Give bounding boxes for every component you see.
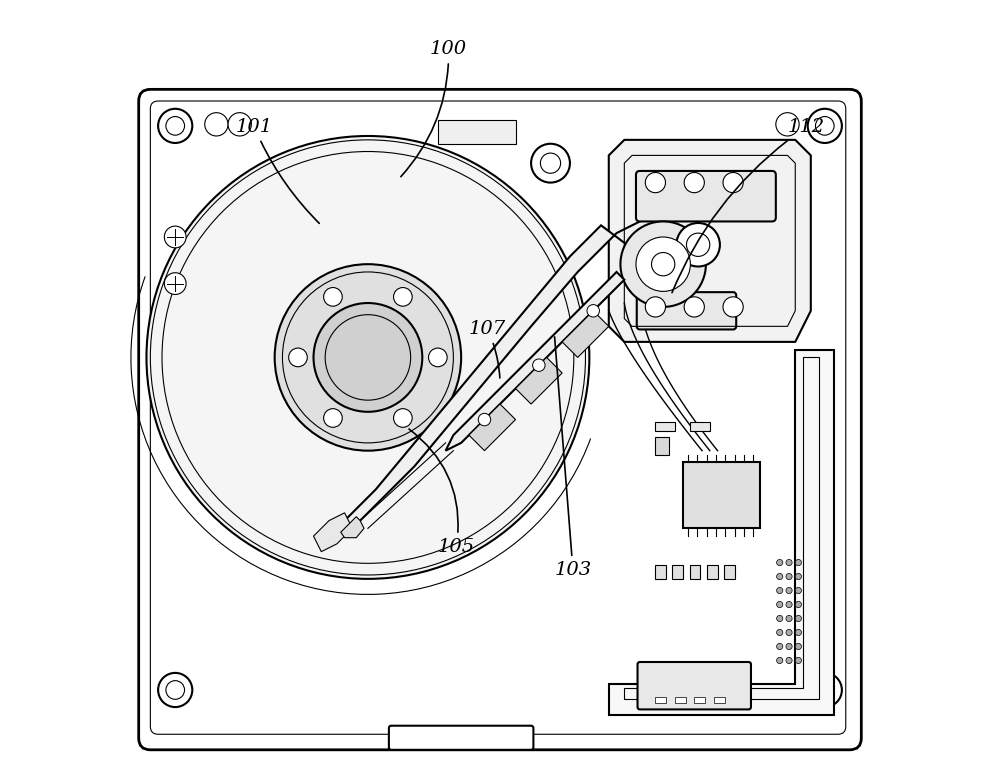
Text: 103: 103 — [554, 337, 592, 579]
Circle shape — [228, 113, 251, 136]
Circle shape — [478, 413, 491, 426]
Circle shape — [777, 559, 783, 566]
FancyBboxPatch shape — [638, 662, 751, 709]
Circle shape — [645, 297, 666, 317]
Circle shape — [324, 287, 342, 306]
Circle shape — [777, 573, 783, 580]
Bar — [655, 422, 675, 431]
Circle shape — [795, 629, 801, 636]
Circle shape — [645, 172, 666, 193]
Bar — [714, 697, 725, 703]
Polygon shape — [609, 140, 811, 342]
Circle shape — [289, 348, 307, 367]
Polygon shape — [314, 513, 352, 552]
Circle shape — [394, 287, 412, 306]
Polygon shape — [345, 218, 679, 528]
Bar — [690, 422, 710, 431]
Bar — [707, 565, 718, 579]
Circle shape — [777, 629, 783, 636]
Circle shape — [777, 601, 783, 608]
Circle shape — [795, 643, 801, 650]
Circle shape — [620, 221, 706, 307]
Circle shape — [777, 643, 783, 650]
Circle shape — [808, 673, 842, 707]
Polygon shape — [562, 311, 609, 357]
FancyBboxPatch shape — [637, 292, 736, 329]
Circle shape — [776, 113, 799, 136]
Polygon shape — [341, 517, 364, 538]
Circle shape — [533, 359, 545, 371]
Circle shape — [158, 673, 192, 707]
Circle shape — [777, 587, 783, 594]
Circle shape — [786, 643, 792, 650]
Circle shape — [587, 305, 599, 317]
Circle shape — [636, 237, 690, 291]
Bar — [655, 565, 666, 579]
Circle shape — [795, 657, 801, 664]
Text: 100: 100 — [401, 40, 467, 176]
Circle shape — [146, 136, 589, 579]
Circle shape — [158, 109, 192, 143]
Circle shape — [795, 615, 801, 622]
Circle shape — [786, 601, 792, 608]
Circle shape — [777, 615, 783, 622]
Circle shape — [684, 297, 704, 317]
Circle shape — [786, 657, 792, 664]
Circle shape — [275, 264, 461, 451]
Text: 107: 107 — [469, 320, 506, 378]
Circle shape — [205, 113, 228, 136]
FancyBboxPatch shape — [139, 89, 861, 750]
Circle shape — [786, 587, 792, 594]
Bar — [655, 437, 669, 455]
Circle shape — [795, 601, 801, 608]
Bar — [672, 565, 683, 579]
Circle shape — [723, 297, 743, 317]
Circle shape — [786, 629, 792, 636]
Bar — [724, 565, 735, 579]
Polygon shape — [469, 404, 516, 451]
Bar — [694, 697, 705, 703]
Bar — [655, 697, 666, 703]
Polygon shape — [516, 357, 562, 404]
FancyBboxPatch shape — [636, 171, 776, 221]
Circle shape — [777, 657, 783, 664]
Circle shape — [786, 559, 792, 566]
Text: 105: 105 — [409, 429, 475, 556]
Circle shape — [394, 409, 412, 427]
Polygon shape — [609, 350, 834, 715]
Text: 112: 112 — [672, 118, 825, 293]
Circle shape — [795, 587, 801, 594]
Circle shape — [324, 409, 342, 427]
FancyBboxPatch shape — [389, 726, 533, 750]
Bar — [690, 565, 700, 579]
Circle shape — [531, 144, 570, 183]
Circle shape — [676, 223, 720, 267]
Circle shape — [786, 615, 792, 622]
Text: 101: 101 — [236, 118, 319, 223]
Circle shape — [684, 172, 704, 193]
Bar — [683, 462, 760, 528]
Circle shape — [808, 109, 842, 143]
Bar — [438, 120, 516, 144]
Circle shape — [164, 226, 186, 248]
Circle shape — [429, 348, 447, 367]
Circle shape — [795, 573, 801, 580]
Circle shape — [786, 573, 792, 580]
Circle shape — [164, 273, 186, 294]
Circle shape — [795, 559, 801, 566]
Circle shape — [314, 303, 422, 412]
Polygon shape — [446, 272, 624, 451]
Bar — [675, 697, 686, 703]
Circle shape — [723, 172, 743, 193]
